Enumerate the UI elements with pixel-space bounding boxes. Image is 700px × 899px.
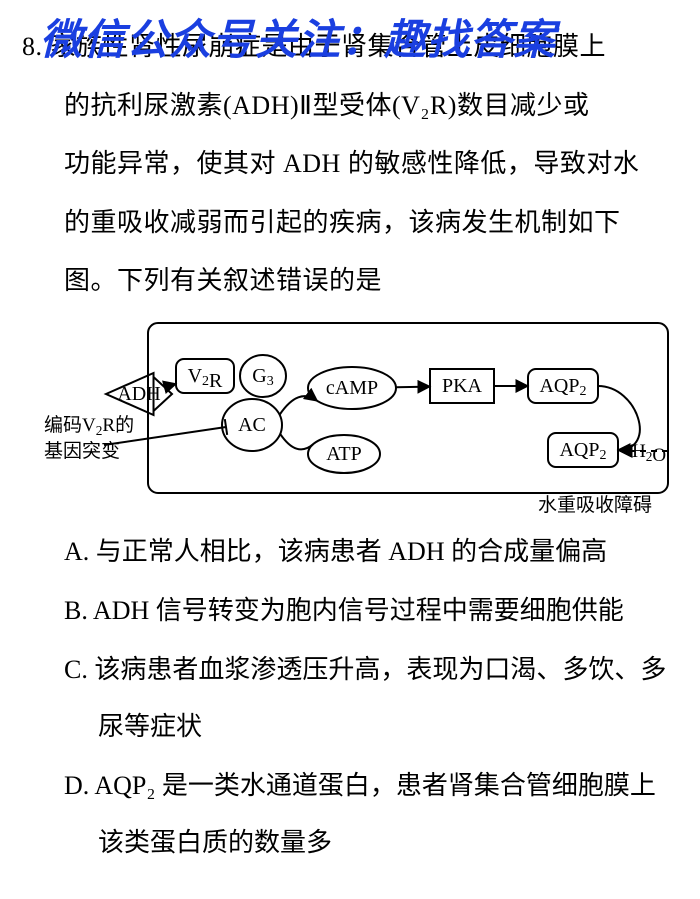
option-a: A. 与正常人相比，该病患者 ADH 的合成量偏高 — [64, 523, 670, 580]
stem-line-3: 的重吸收减弱而引起的疾病，该病发生机制如下 — [22, 208, 621, 237]
svg-text:AQP2: AQP2 — [559, 439, 606, 463]
option-c-text: 该病患者血浆渗透压升高，表现为口渴、多饮、多尿等症状 — [94, 655, 666, 741]
option-b: B. ADH 信号转变为胞内信号过程中需要细胞供能 — [64, 582, 670, 639]
mechanism-diagram: ADH V2R G3 AC cAMP ATP PKA AQP2 AQP2 编码V2R的基因突变 H2… — [40, 317, 680, 517]
option-b-text: ADH 信号转变为胞内信号过程中需要细胞供能 — [93, 596, 624, 625]
svg-text:ADH: ADH — [117, 383, 160, 405]
stem-line-2: 功能异常，使其对 ADH 的敏感性降低，导致对水 — [22, 149, 639, 178]
svg-text:编码V2R的: 编码V2R的 — [44, 414, 134, 438]
svg-text:G3: G3 — [252, 365, 273, 389]
svg-text:ATP: ATP — [326, 443, 362, 465]
option-a-text: 与正常人相比，该病患者 ADH 的合成量偏高 — [96, 537, 607, 566]
svg-text:H2O: H2O — [632, 441, 666, 466]
stem-line-1: 的抗利尿激素(ADH)Ⅱ型受体(V₂R)数目减少或 — [22, 91, 589, 120]
svg-text:V2R: V2R — [188, 365, 223, 392]
options-list: A. 与正常人相比，该病患者 ADH 的合成量偏高 B. ADH 信号转变为胞内… — [64, 523, 670, 872]
svg-text:cAMP: cAMP — [326, 377, 378, 399]
svg-text:AQP2: AQP2 — [539, 375, 586, 399]
svg-text:基因突变: 基因突变 — [44, 440, 120, 462]
option-c: C. 该病患者血浆渗透压升高，表现为口渴、多饮、多尿等症状 — [64, 641, 670, 755]
svg-text:水重吸收障碍: 水重吸收障碍 — [538, 494, 652, 516]
watermark-overlay: 微信公众号关注：趣找答案 — [40, 6, 556, 67]
option-d-text: AQP₂ 是一类水通道蛋白，患者肾集合管细胞膜上该类蛋白质的数量多 — [94, 771, 656, 857]
option-d: D. AQP₂ 是一类水通道蛋白，患者肾集合管细胞膜上该类蛋白质的数量多 — [64, 757, 670, 871]
svg-text:PKA: PKA — [442, 375, 483, 397]
svg-text:AC: AC — [238, 414, 266, 436]
stem-line-4: 图。下列有关叙述错误的是 — [22, 266, 382, 295]
